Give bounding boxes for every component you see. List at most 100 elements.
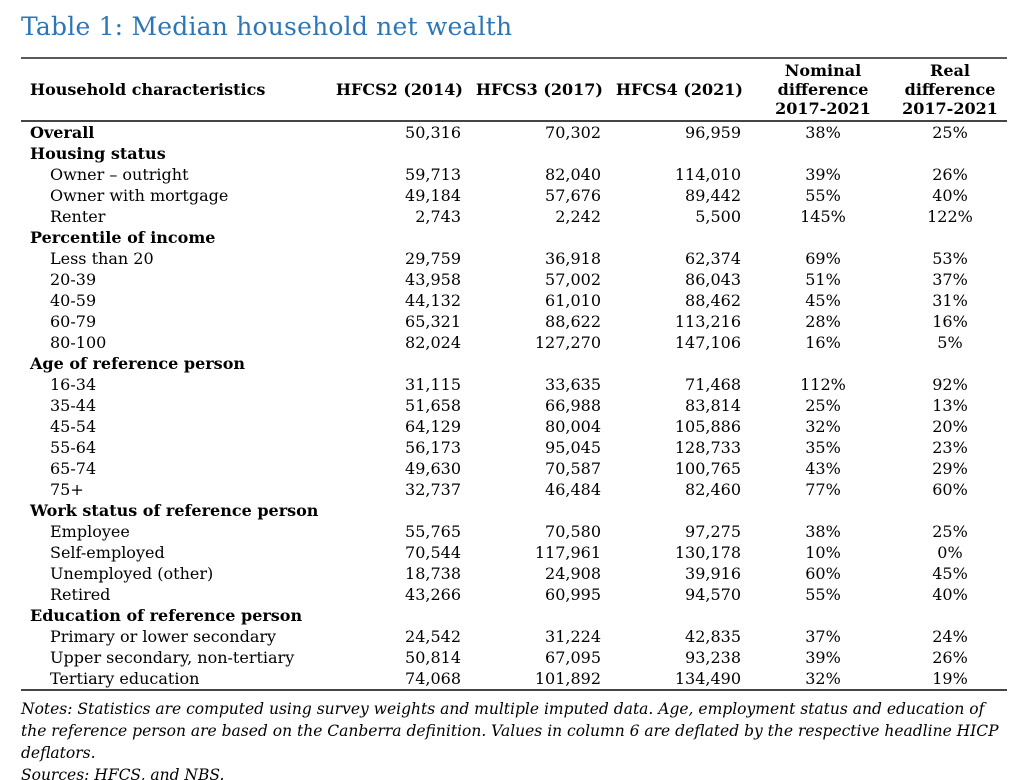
col-header-household-characteristics: Household characteristics <box>30 80 266 99</box>
table-row: 35-44 51,658 66,988 83,814 25% 13% <box>21 395 1007 416</box>
value-hfcs2: 29,759 <box>405 249 461 268</box>
value-hfcs3: 82,040 <box>545 165 601 184</box>
value-real-diff: 53% <box>932 249 968 268</box>
row-label: Less than 20 <box>50 249 154 268</box>
value-hfcs2: 18,738 <box>405 564 461 583</box>
table-row: Retired 43,266 60,995 94,570 55% 40% <box>21 584 1007 605</box>
value-nominal-diff: 51% <box>805 270 841 289</box>
value-nominal-diff <box>753 143 893 164</box>
value-real-diff: 26% <box>932 648 968 667</box>
value-hfcs4: 42,835 <box>685 627 741 646</box>
table-row: Overall 50,316 70,302 96,959 38% 25% <box>21 121 1007 143</box>
table-row: Self-employed 70,544 117,961 130,178 10% 0% <box>21 542 1007 563</box>
value-hfcs3 <box>473 353 613 374</box>
row-label: 45-54 <box>50 417 97 436</box>
section-header-row: Housing status <box>21 143 1007 164</box>
value-nominal-diff: 77% <box>805 480 841 499</box>
value-real-diff: 26% <box>932 165 968 184</box>
value-hfcs2: 82,024 <box>405 333 461 352</box>
value-real-diff: 20% <box>932 417 968 436</box>
value-nominal-diff: 10% <box>805 543 841 562</box>
value-hfcs3: 80,004 <box>545 417 601 436</box>
row-label: Unemployed (other) <box>50 564 214 583</box>
value-hfcs3: 61,010 <box>545 291 601 310</box>
value-hfcs4: 88,462 <box>685 291 741 310</box>
value-real-diff <box>893 227 1007 248</box>
value-hfcs4: 71,468 <box>685 375 741 394</box>
row-label: 60-79 <box>50 312 97 331</box>
value-real-diff: 25% <box>932 123 968 142</box>
value-hfcs3: 70,302 <box>545 123 601 142</box>
value-hfcs2: 44,132 <box>405 291 461 310</box>
value-hfcs2: 55,765 <box>405 522 461 541</box>
table-row: 55-64 56,173 95,045 128,733 35% 23% <box>21 437 1007 458</box>
col-header-nominal-difference: Nominal difference 2017-2021 <box>775 61 871 118</box>
value-hfcs4: 83,814 <box>685 396 741 415</box>
value-nominal-diff: 25% <box>805 396 841 415</box>
value-hfcs4: 105,886 <box>674 417 741 436</box>
value-hfcs2: 70,544 <box>405 543 461 562</box>
table-row: Employee 55,765 70,580 97,275 38% 25% <box>21 521 1007 542</box>
value-hfcs3: 33,635 <box>545 375 601 394</box>
value-hfcs2 <box>327 353 473 374</box>
row-label: Overall <box>30 123 95 142</box>
table-row: Owner – outright 59,713 82,040 114,010 39% 26… <box>21 164 1007 185</box>
value-real-diff <box>893 353 1007 374</box>
value-hfcs3: 46,484 <box>545 480 601 499</box>
value-real-diff: 40% <box>932 186 968 205</box>
value-hfcs2 <box>327 605 473 626</box>
table-row: Tertiary education 74,068 101,892 134,490 32… <box>21 668 1007 690</box>
row-label: Age of reference person <box>30 354 245 373</box>
value-nominal-diff: 45% <box>805 291 841 310</box>
value-hfcs4 <box>613 353 753 374</box>
row-label: Self-employed <box>50 543 165 562</box>
table-row: 16-34 31,115 33,635 71,468 112% 92% <box>21 374 1007 395</box>
section-header-row: Work status of reference person <box>21 500 1007 521</box>
value-real-diff <box>893 605 1007 626</box>
value-nominal-diff: 43% <box>805 459 841 478</box>
table-notes: Notes: Statistics are computed using sur… <box>21 698 999 780</box>
value-real-diff <box>893 500 1007 521</box>
value-real-diff: 92% <box>932 375 968 394</box>
col-header-real-difference: Real difference 2017-2021 <box>902 61 998 118</box>
value-real-diff: 45% <box>932 564 968 583</box>
value-hfcs2: 43,958 <box>405 270 461 289</box>
row-label: 65-74 <box>50 459 97 478</box>
value-real-diff: 0% <box>937 543 963 562</box>
value-hfcs3: 66,988 <box>545 396 601 415</box>
table-row: Renter 2,743 2,242 5,500 145% 122% <box>21 206 1007 227</box>
value-hfcs2: 50,814 <box>405 648 461 667</box>
table-row: 65-74 49,630 70,587 100,765 43% 29% <box>21 458 1007 479</box>
value-nominal-diff: 37% <box>805 627 841 646</box>
value-hfcs4: 134,490 <box>674 669 741 688</box>
section-header-row: Age of reference person <box>21 353 1007 374</box>
value-hfcs3: 127,270 <box>534 333 601 352</box>
value-real-diff: 40% <box>932 585 968 604</box>
value-hfcs3: 70,580 <box>545 522 601 541</box>
section-header-row: Education of reference person <box>21 605 1007 626</box>
row-label: 40-59 <box>50 291 97 310</box>
row-label: Retired <box>50 585 111 604</box>
row-label: Upper secondary, non-tertiary <box>50 648 295 667</box>
value-real-diff: 5% <box>937 333 963 352</box>
value-nominal-diff: 55% <box>805 585 841 604</box>
value-nominal-diff: 32% <box>805 417 841 436</box>
value-hfcs2 <box>327 227 473 248</box>
value-nominal-diff: 60% <box>805 564 841 583</box>
value-hfcs3: 95,045 <box>545 438 601 457</box>
value-hfcs3: 60,995 <box>545 585 601 604</box>
value-hfcs2: 49,184 <box>405 186 461 205</box>
value-hfcs3: 2,242 <box>555 207 601 226</box>
value-nominal-diff: 145% <box>800 207 846 226</box>
value-hfcs3: 36,918 <box>545 249 601 268</box>
value-nominal-diff: 32% <box>805 669 841 688</box>
value-hfcs2: 59,713 <box>405 165 461 184</box>
value-hfcs3: 101,892 <box>534 669 601 688</box>
value-hfcs4: 97,275 <box>685 522 741 541</box>
row-label: Education of reference person <box>30 606 303 625</box>
table-row: 60-79 65,321 88,622 113,216 28% 16% <box>21 311 1007 332</box>
row-label: 35-44 <box>50 396 97 415</box>
row-label: Renter <box>50 207 106 226</box>
value-hfcs4 <box>613 605 753 626</box>
